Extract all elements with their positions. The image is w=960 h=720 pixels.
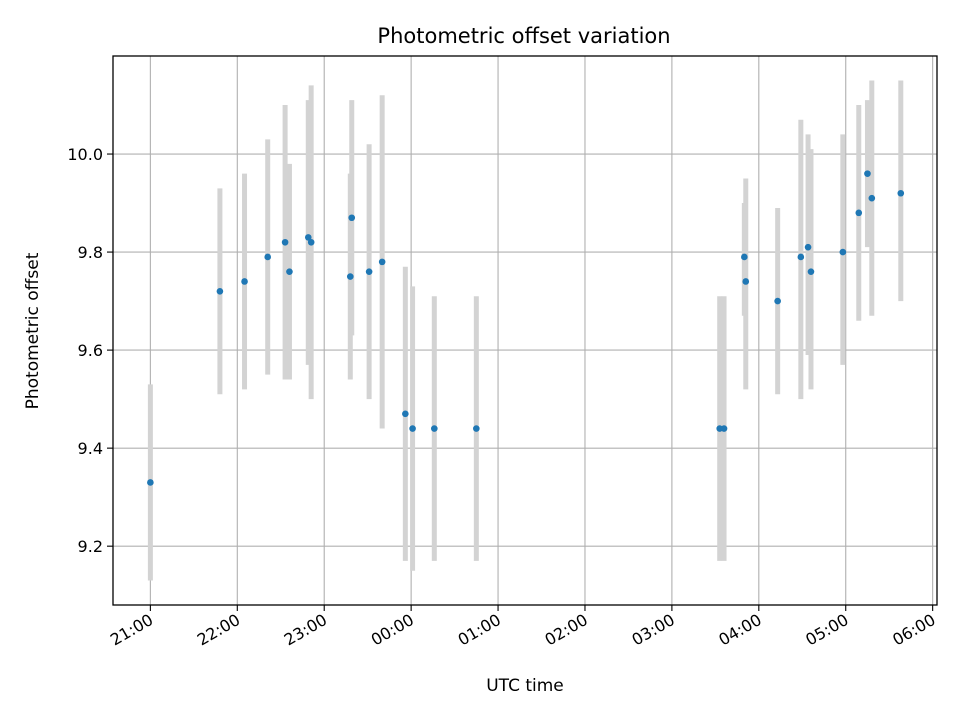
data-point bbox=[774, 297, 781, 305]
data-point bbox=[281, 238, 289, 246]
grid bbox=[113, 56, 937, 605]
data-point bbox=[839, 248, 847, 256]
data-point bbox=[864, 170, 871, 177]
y-tick-label: 9.4 bbox=[78, 439, 103, 458]
data-point bbox=[807, 268, 815, 275]
data-point bbox=[742, 278, 750, 285]
data-point bbox=[241, 278, 248, 285]
data-point bbox=[378, 258, 386, 266]
y-tick-label: 9.6 bbox=[78, 341, 103, 360]
data-point bbox=[797, 253, 805, 261]
data-point bbox=[409, 425, 416, 432]
data-point bbox=[741, 253, 748, 261]
y-tick-label: 9.8 bbox=[78, 243, 103, 262]
data-point bbox=[348, 214, 356, 222]
data-point bbox=[855, 209, 863, 217]
chart-title: Photometric offset variation bbox=[377, 24, 670, 48]
data-point bbox=[286, 268, 293, 275]
data-point bbox=[365, 268, 373, 275]
data-point bbox=[804, 243, 812, 251]
plot-frame bbox=[112, 55, 938, 606]
x-axis-label: UTC time bbox=[486, 676, 564, 696]
data-point bbox=[897, 189, 905, 197]
data-point bbox=[216, 287, 224, 295]
data-point bbox=[473, 425, 480, 432]
data-point bbox=[720, 425, 728, 432]
data-point bbox=[868, 194, 876, 202]
data-point bbox=[304, 234, 312, 241]
data-point bbox=[431, 425, 438, 432]
y-tick-label: 10.0 bbox=[67, 145, 103, 164]
data-point bbox=[264, 253, 272, 261]
data-point bbox=[346, 273, 354, 280]
y-tick-label: 9.2 bbox=[78, 537, 103, 556]
y-axis-label: Photometric offset bbox=[23, 252, 43, 409]
data-points bbox=[147, 170, 905, 486]
data-point bbox=[147, 479, 154, 486]
data-point bbox=[307, 238, 315, 246]
data-point bbox=[402, 410, 409, 418]
